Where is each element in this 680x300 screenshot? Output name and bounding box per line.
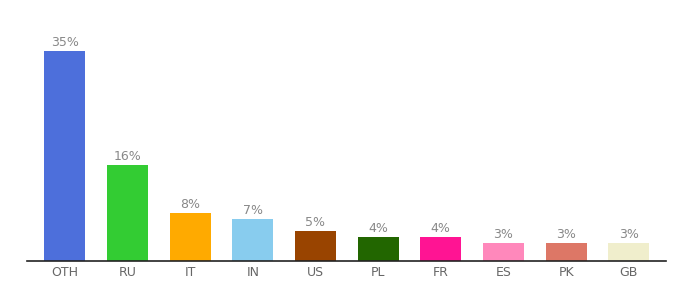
Bar bbox=[483, 243, 524, 261]
Text: 5%: 5% bbox=[305, 216, 326, 229]
Bar bbox=[233, 219, 273, 261]
Text: 4%: 4% bbox=[431, 222, 451, 235]
Text: 3%: 3% bbox=[619, 228, 639, 241]
Text: 16%: 16% bbox=[114, 150, 141, 163]
Text: 4%: 4% bbox=[368, 222, 388, 235]
Text: 3%: 3% bbox=[494, 228, 513, 241]
Text: 35%: 35% bbox=[51, 36, 79, 49]
Text: 3%: 3% bbox=[556, 228, 576, 241]
Bar bbox=[420, 237, 461, 261]
Text: 7%: 7% bbox=[243, 204, 262, 217]
Bar bbox=[546, 243, 586, 261]
Bar bbox=[170, 213, 211, 261]
Bar bbox=[44, 51, 85, 261]
Bar bbox=[295, 231, 336, 261]
Bar bbox=[107, 165, 148, 261]
Bar bbox=[358, 237, 398, 261]
Bar bbox=[609, 243, 649, 261]
Text: 8%: 8% bbox=[180, 198, 200, 211]
